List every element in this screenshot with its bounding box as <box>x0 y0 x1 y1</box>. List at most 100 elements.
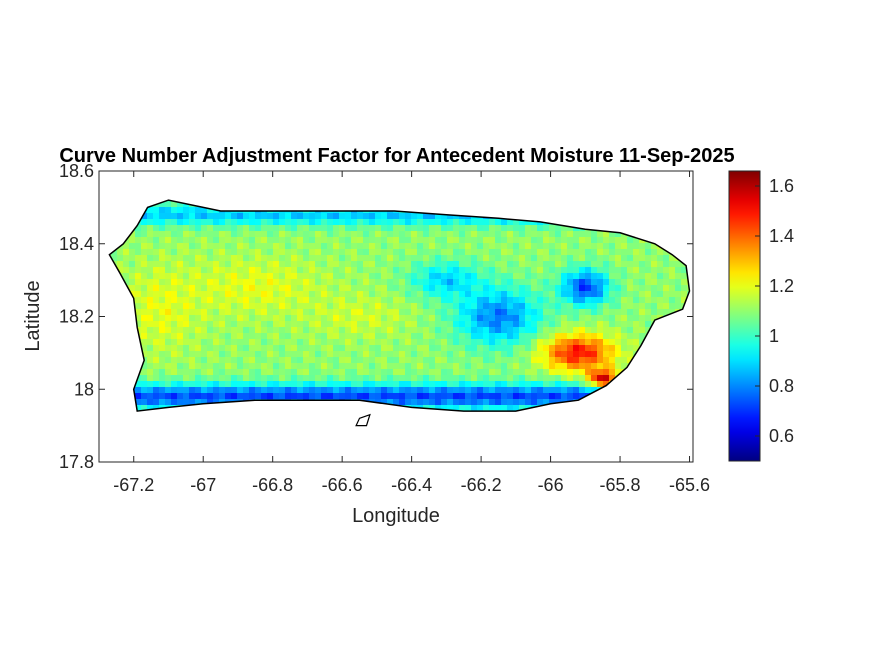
heat-cell <box>225 357 232 364</box>
heat-cell <box>375 381 382 388</box>
heat-cell <box>513 357 520 364</box>
heat-cell <box>201 213 208 220</box>
heat-cell <box>435 225 442 232</box>
heat-cell <box>285 315 292 322</box>
heat-cell <box>243 315 250 322</box>
heat-cell <box>345 237 352 244</box>
heat-cell <box>237 243 244 250</box>
heat-cell <box>597 243 604 250</box>
heat-cell <box>351 273 358 280</box>
heat-cell <box>543 231 550 238</box>
heat-cell <box>141 297 148 304</box>
heat-cell <box>315 249 322 256</box>
heat-cell <box>261 231 268 238</box>
heat-cell <box>627 303 634 310</box>
heat-cell <box>219 309 226 316</box>
heat-cell <box>165 351 172 358</box>
heat-cell <box>465 285 472 292</box>
heat-cell <box>159 261 166 268</box>
heat-cell <box>195 249 202 256</box>
heat-cell <box>549 315 556 322</box>
heat-cell <box>429 381 436 388</box>
heat-cell <box>453 237 460 244</box>
heat-cell <box>153 309 160 316</box>
heat-cell <box>177 333 184 340</box>
heat-cell <box>405 255 412 262</box>
heat-cell <box>357 273 364 280</box>
heat-cell <box>417 255 424 262</box>
heat-cell <box>423 291 430 298</box>
heat-cell <box>375 225 382 232</box>
heat-cell <box>207 225 214 232</box>
heat-cell <box>537 261 544 268</box>
heat-cell <box>681 291 688 298</box>
heat-cell <box>207 297 214 304</box>
heat-cell <box>345 387 352 394</box>
heat-cell <box>135 399 142 406</box>
heat-cell <box>549 285 556 292</box>
heat-cell <box>459 399 466 406</box>
heat-cell <box>495 285 502 292</box>
heat-cell <box>303 213 310 220</box>
heat-cell <box>471 273 478 280</box>
heat-cell <box>141 309 148 316</box>
heat-cell <box>573 375 580 382</box>
heat-cell <box>285 357 292 364</box>
heat-cell <box>513 369 520 376</box>
heat-cell <box>351 303 358 310</box>
heat-cell <box>651 261 658 268</box>
heat-cell <box>345 351 352 358</box>
heat-cell <box>321 375 328 382</box>
heat-cell <box>621 309 628 316</box>
heat-cell <box>189 375 196 382</box>
heat-cell <box>375 315 382 322</box>
heat-cell <box>417 363 424 370</box>
heat-cell <box>555 273 562 280</box>
heat-cell <box>507 249 514 256</box>
heat-cell <box>591 381 598 388</box>
heat-cell <box>339 333 346 340</box>
heat-cell <box>153 405 160 412</box>
heat-cell <box>225 333 232 340</box>
heat-cell <box>435 339 442 346</box>
heat-cell <box>321 219 328 226</box>
heat-cell <box>537 303 544 310</box>
heat-cell <box>639 243 646 250</box>
heat-cell <box>129 231 136 238</box>
heat-cell <box>231 225 238 232</box>
heat-cell <box>219 333 226 340</box>
heat-cell <box>495 369 502 376</box>
heat-cell <box>609 273 616 280</box>
heat-cell <box>567 231 574 238</box>
heat-cell <box>273 255 280 262</box>
heat-cell <box>411 315 418 322</box>
heat-cell <box>375 297 382 304</box>
heat-cell <box>597 327 604 334</box>
heat-cell <box>369 273 376 280</box>
heat-cell <box>399 285 406 292</box>
heat-cell <box>489 225 496 232</box>
heat-cell <box>171 291 178 298</box>
heat-cell <box>231 213 238 220</box>
heat-cell <box>327 357 334 364</box>
heat-cell <box>291 237 298 244</box>
heat-cell <box>591 285 598 292</box>
heat-cell <box>189 381 196 388</box>
heat-cell <box>267 357 274 364</box>
heat-cell <box>351 315 358 322</box>
heat-cell <box>483 279 490 286</box>
heat-cell <box>381 327 388 334</box>
heat-cell <box>237 375 244 382</box>
heat-cell <box>249 285 256 292</box>
heat-cell <box>669 309 676 316</box>
heat-cell <box>237 267 244 274</box>
heat-cell <box>669 285 676 292</box>
heat-cell <box>327 315 334 322</box>
heat-cell <box>561 297 568 304</box>
heat-cell <box>633 255 640 262</box>
heat-cell <box>369 309 376 316</box>
heat-cell <box>621 345 628 352</box>
heat-cell <box>375 357 382 364</box>
heat-cell <box>195 357 202 364</box>
heat-cell <box>621 303 628 310</box>
